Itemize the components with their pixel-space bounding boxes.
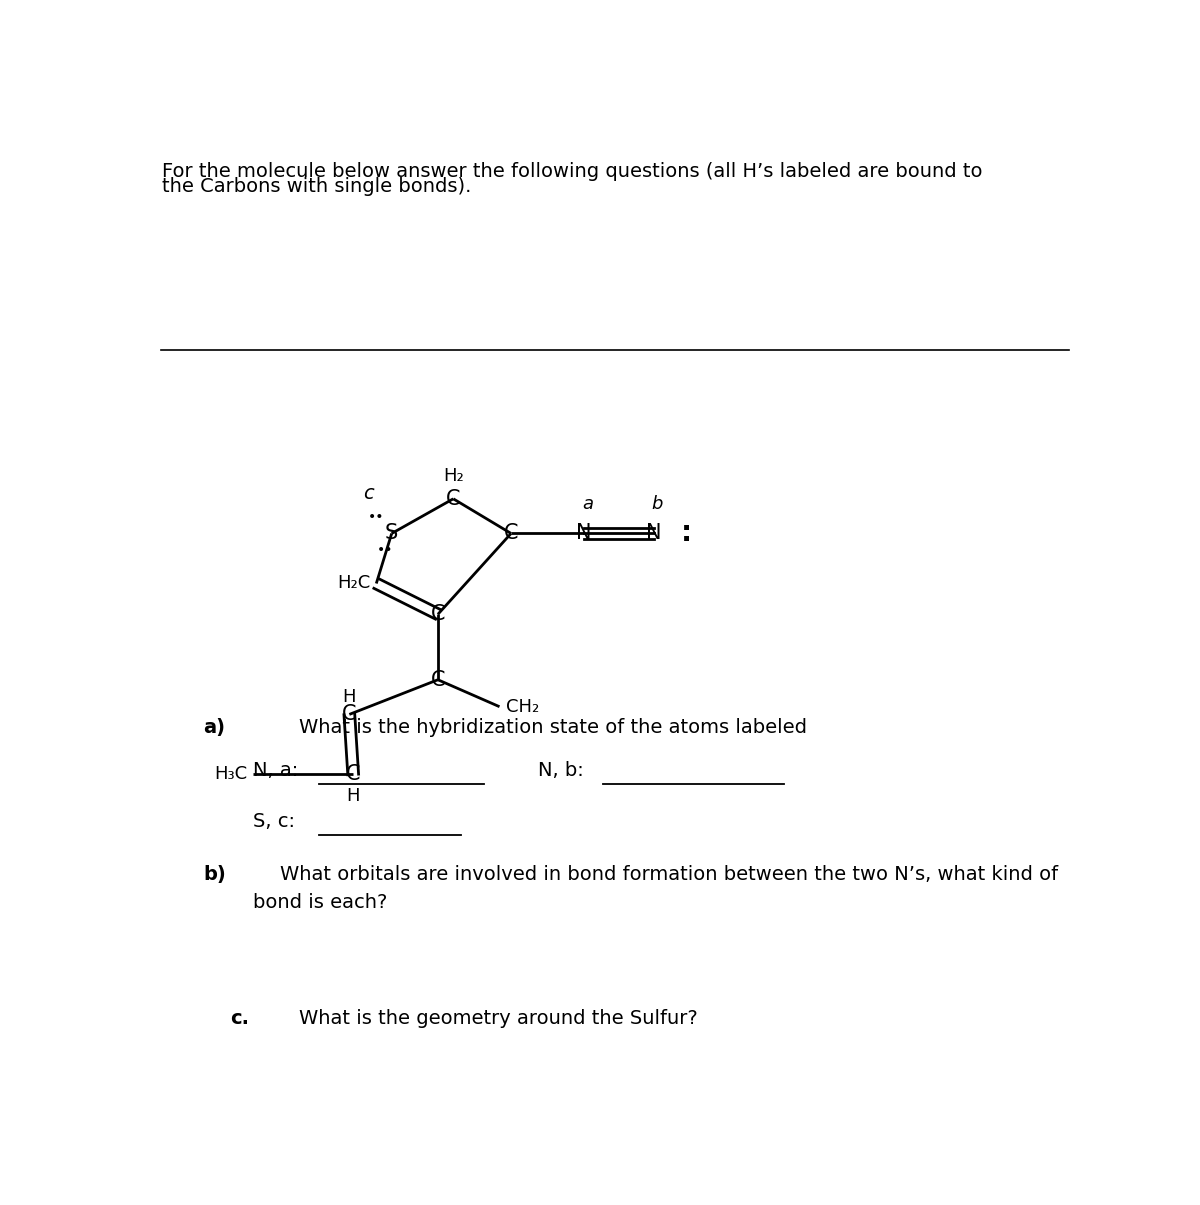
Text: b): b) (203, 864, 226, 883)
Text: H: H (347, 787, 360, 805)
Text: b: b (652, 495, 664, 513)
Text: a: a (582, 495, 594, 513)
Text: H: H (343, 688, 356, 706)
Text: :: : (680, 519, 691, 547)
Text: C: C (346, 764, 360, 784)
Text: S: S (385, 523, 398, 543)
Text: S, c:: S, c: (253, 812, 295, 831)
Text: What is the geometry around the Sulfur?: What is the geometry around the Sulfur? (299, 1010, 698, 1028)
Text: CH₂: CH₂ (505, 698, 539, 716)
Text: C: C (446, 489, 461, 509)
Text: c.: c. (230, 1010, 250, 1028)
Text: H₃C: H₃C (214, 765, 247, 783)
Text: H₂: H₂ (443, 466, 463, 484)
Text: N, b:: N, b: (538, 760, 583, 780)
Text: N: N (576, 523, 592, 543)
Text: c: c (364, 484, 374, 502)
Text: C: C (504, 523, 518, 543)
Text: the Carbons with single bonds).: the Carbons with single bonds). (162, 177, 472, 196)
Text: For the molecule below answer the following questions (all H’s labeled are bound: For the molecule below answer the follow… (162, 161, 983, 181)
Text: bond is each?: bond is each? (253, 893, 388, 912)
Text: ••: •• (368, 510, 384, 523)
Text: a): a) (203, 718, 226, 737)
Text: C: C (342, 705, 356, 724)
Text: What orbitals are involved in bond formation between the two N’s, what kind of: What orbitals are involved in bond forma… (280, 864, 1058, 883)
Text: N, a:: N, a: (253, 760, 299, 780)
Text: C: C (431, 604, 445, 624)
Text: H₂C: H₂C (337, 575, 370, 593)
Text: C: C (431, 670, 445, 689)
Text: N: N (646, 523, 661, 543)
Text: What is the hybridization state of the atoms labeled: What is the hybridization state of the a… (299, 718, 808, 737)
Text: ••: •• (377, 543, 394, 558)
